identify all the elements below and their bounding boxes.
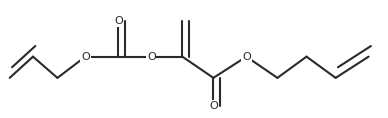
- Text: O: O: [114, 16, 123, 26]
- Text: O: O: [81, 52, 90, 62]
- Text: O: O: [242, 52, 251, 62]
- Text: O: O: [209, 101, 218, 111]
- Text: O: O: [147, 52, 156, 62]
